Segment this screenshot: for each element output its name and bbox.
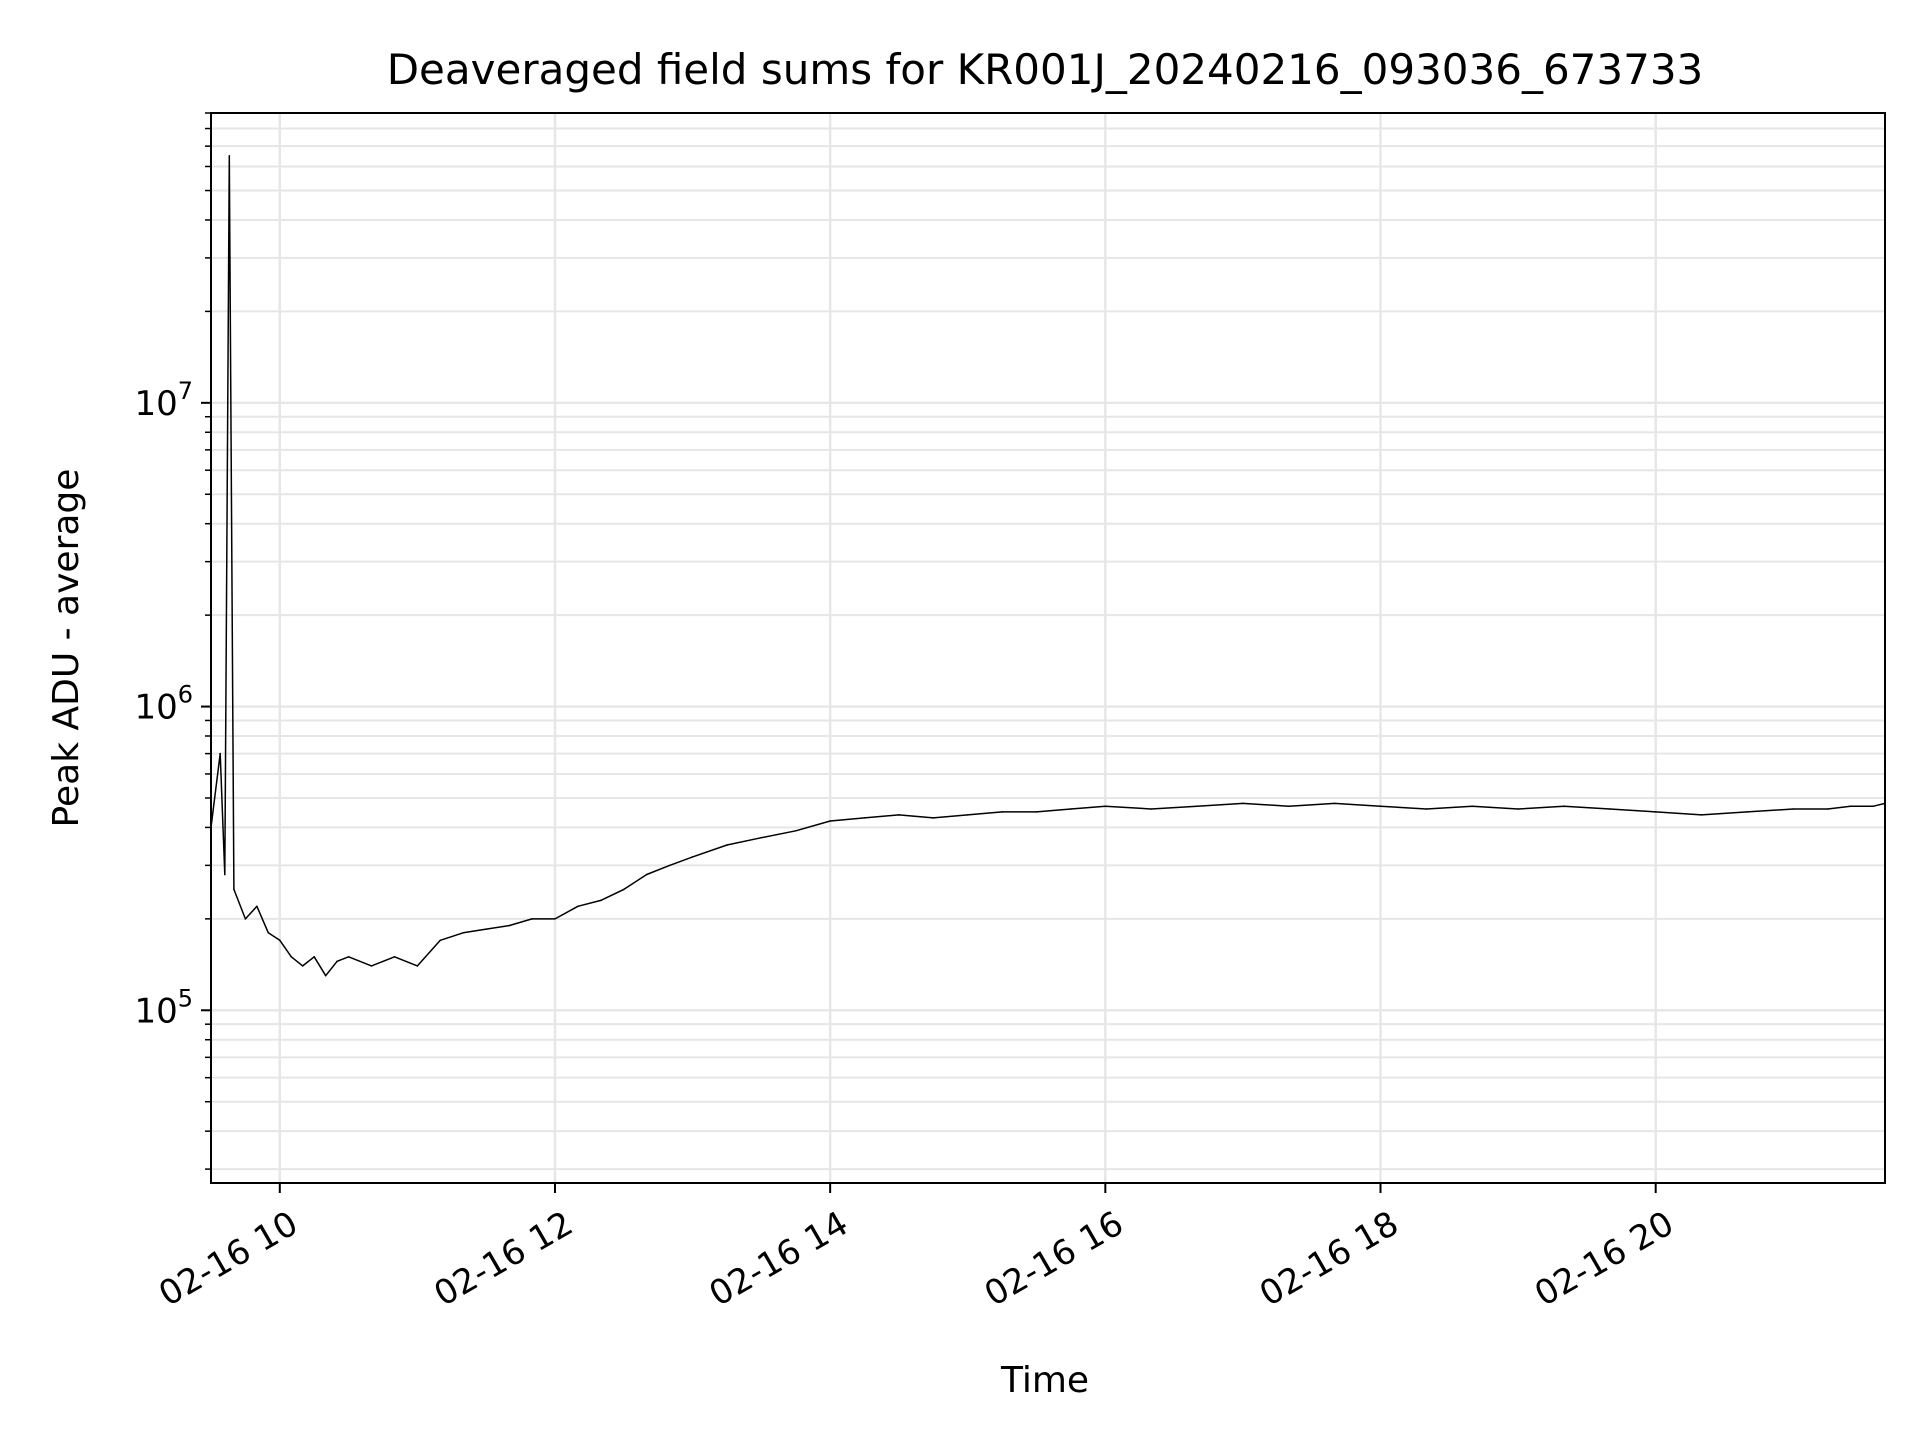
data-point bbox=[336, 960, 338, 963]
data-point bbox=[645, 873, 648, 876]
data-point bbox=[1746, 811, 1749, 813]
data-point bbox=[1792, 808, 1795, 810]
data-point bbox=[794, 829, 797, 832]
data-point bbox=[691, 856, 694, 858]
data-point bbox=[1517, 808, 1519, 810]
data-point bbox=[1849, 805, 1852, 807]
data-point bbox=[1070, 808, 1072, 810]
data-point bbox=[370, 965, 373, 967]
data-point bbox=[577, 905, 579, 908]
data-point bbox=[244, 918, 247, 920]
data-point bbox=[393, 956, 396, 958]
chart-title: Deaveraged field sums for KR001J_2024021… bbox=[387, 45, 1704, 94]
data-point bbox=[1196, 805, 1198, 807]
plot-frame bbox=[210, 112, 1886, 1184]
data-point bbox=[1654, 811, 1657, 813]
data-point bbox=[1242, 802, 1244, 805]
grid bbox=[211, 112, 1885, 1183]
data-point bbox=[932, 817, 935, 819]
data-point bbox=[1425, 808, 1428, 810]
data-point bbox=[301, 965, 304, 967]
y-axis-label: Peak ADU - average bbox=[46, 469, 87, 828]
data-point bbox=[1826, 808, 1829, 810]
data-point bbox=[313, 956, 315, 958]
data-point bbox=[1609, 808, 1611, 810]
data-point bbox=[347, 956, 350, 958]
data-point bbox=[829, 820, 831, 822]
data-point bbox=[1287, 805, 1290, 807]
data-point bbox=[966, 814, 969, 816]
series-layer bbox=[210, 155, 1886, 977]
data-point bbox=[1872, 805, 1875, 807]
data-point bbox=[622, 888, 625, 891]
data-point bbox=[416, 965, 419, 967]
data-point bbox=[600, 899, 602, 902]
data-point bbox=[863, 817, 866, 819]
data-point bbox=[223, 873, 226, 876]
data-point bbox=[1700, 814, 1703, 816]
data-point bbox=[1471, 805, 1474, 807]
data-point bbox=[1150, 808, 1152, 810]
x-axis-label: Time bbox=[1000, 1360, 1089, 1401]
data-point bbox=[1001, 811, 1003, 813]
data-point bbox=[228, 155, 231, 157]
data-point bbox=[485, 928, 487, 930]
data-point bbox=[668, 864, 671, 867]
data-point bbox=[278, 939, 281, 942]
data-point bbox=[531, 918, 533, 920]
data-point bbox=[1379, 805, 1382, 807]
data-point bbox=[760, 836, 763, 839]
y-tick-label: 107 bbox=[134, 377, 193, 424]
data-point bbox=[219, 752, 221, 755]
data-point bbox=[898, 814, 900, 816]
data-point bbox=[1563, 805, 1565, 807]
y-tick-label: 105 bbox=[134, 984, 193, 1031]
data-point bbox=[508, 924, 510, 927]
data-point bbox=[233, 888, 235, 891]
data-point bbox=[1333, 802, 1336, 805]
data-point bbox=[267, 931, 270, 934]
data-point bbox=[1104, 805, 1107, 807]
data-point bbox=[1035, 811, 1038, 813]
data-point bbox=[256, 905, 258, 908]
data-point bbox=[726, 844, 728, 846]
data-point bbox=[462, 931, 465, 934]
data-point bbox=[290, 956, 293, 958]
data-point bbox=[439, 939, 442, 942]
y-tick-label: 106 bbox=[134, 681, 193, 728]
data-point bbox=[554, 918, 556, 920]
data-point bbox=[324, 974, 327, 977]
